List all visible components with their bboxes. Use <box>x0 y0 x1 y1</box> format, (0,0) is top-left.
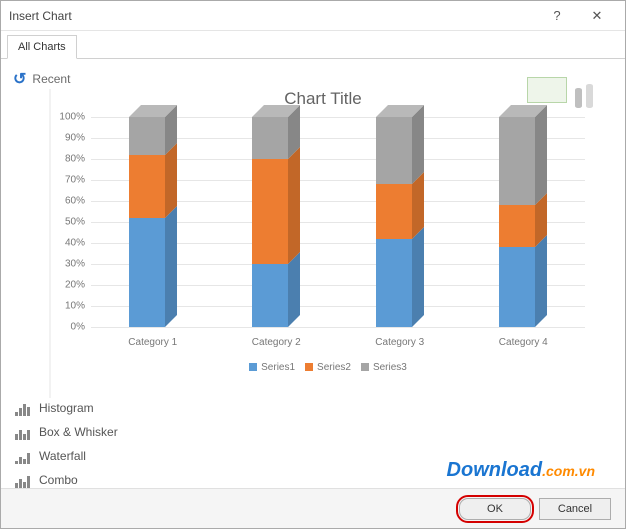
chart-type-icon <box>13 472 31 488</box>
x-axis-label: Category 4 <box>499 337 548 348</box>
y-axis-label: 80% <box>53 154 85 165</box>
bar-segment <box>499 117 535 205</box>
bars-container <box>91 117 585 327</box>
chart-type-label: Combo <box>39 473 78 487</box>
x-axis-label: Category 1 <box>128 337 177 348</box>
recent-label: Recent <box>32 72 70 86</box>
chart-type-icon <box>13 424 31 440</box>
chart-type-label: Histogram <box>39 401 94 415</box>
bar-segment <box>376 239 412 327</box>
sidebar-recent[interactable]: ↺ Recent <box>13 69 70 89</box>
x-axis-labels: Category 1 Category 2 Category 3 Category 4 <box>91 337 585 348</box>
legend-swatch <box>249 363 257 371</box>
insert-chart-dialog: Insert Chart ? ✕ All Charts ↺ Recent Cha… <box>0 0 626 529</box>
bar <box>252 117 300 327</box>
watermark: Download.com.vn <box>447 459 595 482</box>
bar-segment <box>499 247 535 327</box>
bar <box>376 117 424 327</box>
legend-label: Series3 <box>373 362 407 373</box>
x-axis-label: Category 2 <box>252 337 301 348</box>
bar-segment <box>129 155 165 218</box>
dialog-footer: OK Cancel <box>1 488 625 528</box>
legend-swatch <box>305 363 313 371</box>
dialog-body: ↺ Recent Chart Title 100%90%80%70%60%50%… <box>1 59 625 528</box>
y-axis-label: 10% <box>53 301 85 312</box>
chart-type-label: Box & Whisker <box>39 425 118 439</box>
watermark-main: Download <box>447 459 543 481</box>
y-axis-label: 50% <box>53 217 85 228</box>
bar-segment <box>129 218 165 327</box>
y-axis-label: 30% <box>53 259 85 270</box>
bar-segment <box>252 159 288 264</box>
bar-segment <box>376 184 412 239</box>
bar-segment <box>252 117 288 159</box>
x-axis-label: Category 3 <box>375 337 424 348</box>
chart-plot: 100%90%80%70%60%50%40%30%20%10%0% <box>91 117 585 327</box>
tab-all-charts[interactable]: All Charts <box>7 35 77 59</box>
chart-type-icon <box>13 400 31 416</box>
legend-label: Series1 <box>261 362 295 373</box>
y-axis-label: 90% <box>53 133 85 144</box>
y-axis-label: 70% <box>53 175 85 186</box>
chart-type-item[interactable]: Combo <box>13 472 118 488</box>
watermark-suffix: .com.vn <box>542 463 595 479</box>
legend-label: Series2 <box>317 362 351 373</box>
y-axis-label: 100% <box>53 112 85 123</box>
chart-type-label: Waterfall <box>39 449 86 463</box>
chart-type-item[interactable]: Waterfall <box>13 448 118 464</box>
chart-type-list: Histogram Box & Whisker Waterfall Combo <box>13 400 118 488</box>
chart-type-icon <box>13 448 31 464</box>
bar-segment <box>252 264 288 327</box>
y-axis-label: 20% <box>53 280 85 291</box>
gridline <box>91 327 585 328</box>
recent-icon: ↺ <box>13 69 26 89</box>
y-axis-label: 60% <box>53 196 85 207</box>
bar <box>499 117 547 327</box>
help-button[interactable]: ? <box>537 1 577 31</box>
legend-swatch <box>361 363 369 371</box>
chart-preview: Chart Title 100%90%80%70%60%50%40%30%20%… <box>49 89 595 398</box>
bar-segment <box>376 117 412 184</box>
titlebar: Insert Chart ? ✕ <box>1 1 625 31</box>
y-axis-label: 0% <box>53 322 85 333</box>
chart-type-item[interactable]: Histogram <box>13 400 118 416</box>
y-axis-label: 40% <box>53 238 85 249</box>
bar-segment <box>129 117 165 155</box>
tab-strip: All Charts <box>1 31 625 59</box>
close-button[interactable]: ✕ <box>577 1 617 31</box>
ok-button[interactable]: OK <box>459 498 531 520</box>
cancel-button[interactable]: Cancel <box>539 498 611 520</box>
bar-segment <box>499 205 535 247</box>
bar <box>129 117 177 327</box>
dialog-title: Insert Chart <box>9 9 537 23</box>
chart-type-item[interactable]: Box & Whisker <box>13 424 118 440</box>
chart-legend: Series1 Series2 Series3 <box>51 362 595 373</box>
